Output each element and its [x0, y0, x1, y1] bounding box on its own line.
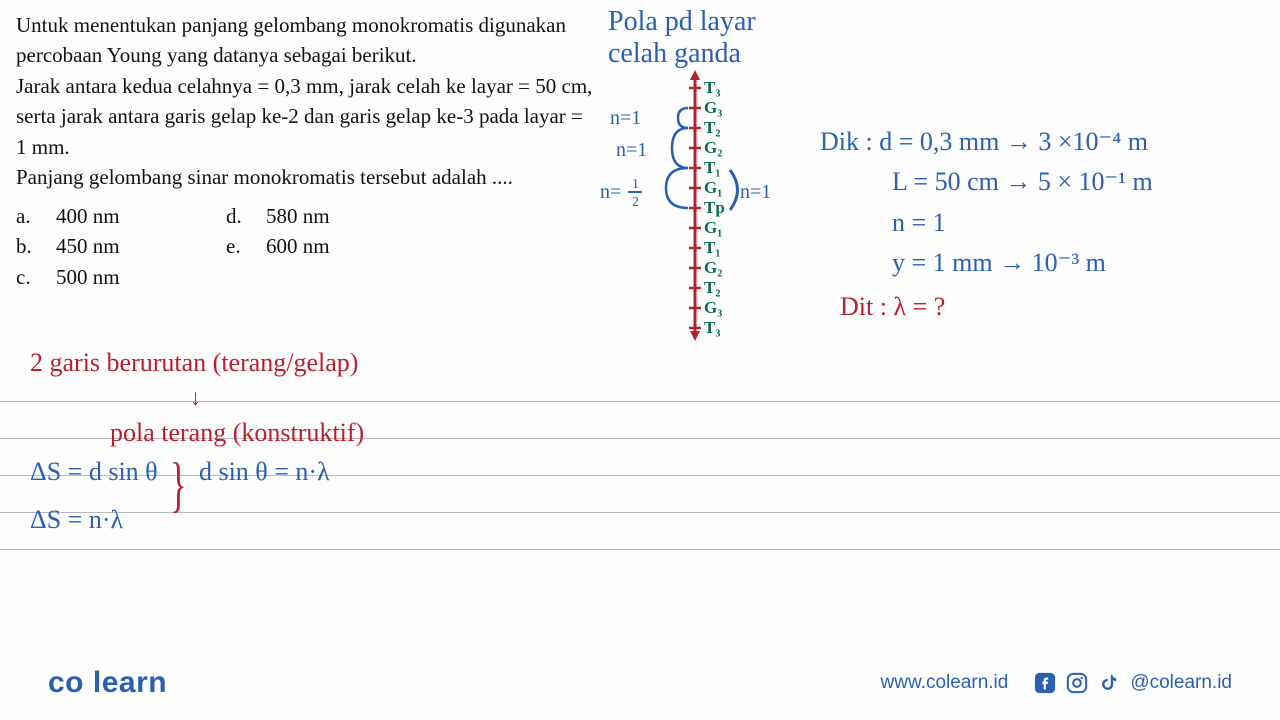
svg-text:T₁: T₁: [704, 238, 720, 257]
problem-para-1: Untuk menentukan panjang gelombang monok…: [16, 10, 596, 71]
dik-line: Dik : d = 0,3 mm → 3 ×10⁻⁴ m: [820, 122, 1153, 162]
brand-logo: co learn: [48, 666, 167, 700]
instagram-icon: [1066, 672, 1088, 694]
dik-label: Dik :: [820, 127, 873, 156]
svg-text:T₂: T₂: [704, 118, 720, 137]
svg-text:G₂: G₂: [704, 138, 722, 157]
svg-text:G₃: G₃: [704, 298, 722, 317]
option-a-value: 400 nm: [56, 201, 120, 231]
svg-text:n=: n=: [600, 181, 621, 203]
brand-part-1: co: [48, 666, 84, 699]
work-line-2: pola terang (konstruktif): [30, 414, 364, 452]
work-block: 2 garis berurutan (terang/gelap) ↓ pola …: [30, 344, 364, 538]
work-arrow: ↓: [30, 382, 364, 414]
footer-url: www.colearn.id: [881, 672, 1009, 694]
dik-y: y = 1 mm → 10⁻³ m: [820, 243, 1153, 283]
pola-line-1: Pola pd layar: [608, 6, 756, 38]
dit-label: Dit :: [840, 292, 887, 321]
svg-text:T₂: T₂: [704, 278, 720, 297]
svg-text:Tp: Tp: [704, 198, 725, 217]
work-line-4: ΔS = n·λ: [30, 501, 364, 539]
problem-para-2: Jarak antara kedua celahnya = 0,3 mm, ja…: [16, 71, 596, 162]
svg-text:1: 1: [632, 177, 639, 192]
footer-right: www.colearn.id @colearn.id: [881, 672, 1232, 694]
brand-part-2: learn: [93, 666, 167, 699]
svg-text:T₃: T₃: [704, 78, 720, 97]
option-b-label: b.: [16, 231, 38, 261]
dik-n: n = 1: [820, 203, 1153, 243]
tiktok-icon: [1098, 672, 1120, 694]
problem-block: Untuk menentukan panjang gelombang monok…: [16, 10, 596, 292]
facebook-icon: [1034, 672, 1056, 694]
work-line-1: 2 garis berurutan (terang/gelap): [30, 344, 364, 382]
svg-text:n=1: n=1: [610, 107, 641, 129]
option-e: e. 600 nm: [226, 231, 406, 261]
brand-separator-icon: [84, 666, 93, 699]
option-d: d. 580 nm: [226, 201, 406, 231]
social-icons: @colearn.id: [1034, 672, 1232, 694]
dit-line: Dit : λ = ?: [820, 287, 1153, 327]
svg-text:T₃: T₃: [704, 318, 720, 337]
option-c: c. 500 nm: [16, 262, 196, 292]
given-block: Dik : d = 0,3 mm → 3 ×10⁻⁴ m L = 50 cm →…: [820, 122, 1153, 327]
svg-text:G₁: G₁: [704, 178, 722, 197]
option-d-label: d.: [226, 201, 248, 231]
work-3a: ΔS = d sin θ: [30, 457, 158, 486]
option-a-label: a.: [16, 201, 38, 231]
pola-line-2: celah ganda: [608, 38, 756, 70]
svg-text:n=1: n=1: [740, 181, 771, 203]
svg-text:2: 2: [632, 195, 639, 210]
pola-title: Pola pd layar celah ganda: [608, 6, 756, 70]
option-e-value: 600 nm: [266, 231, 330, 261]
svg-text:G₃: G₃: [704, 98, 722, 117]
svg-text:n=1: n=1: [616, 139, 647, 161]
footer-handle: @colearn.id: [1130, 672, 1232, 694]
work-line-3: ΔS = d sin θ } d sin θ = n·λ: [30, 451, 364, 500]
dik-d: d = 0,3 mm → 3 ×10⁻⁴ m: [879, 127, 1148, 156]
dik-L: L = 50 cm → 5 × 10⁻¹ m: [820, 162, 1153, 202]
problem-para-3: Panjang gelombang sinar monokromatis ter…: [16, 162, 596, 192]
svg-text:G₂: G₂: [704, 258, 722, 277]
option-b: b. 450 nm: [16, 231, 196, 261]
brace-icon: }: [170, 442, 186, 531]
option-e-label: e.: [226, 231, 248, 261]
option-b-value: 450 nm: [56, 231, 120, 261]
dit-value: λ = ?: [893, 292, 945, 321]
fringe-svg: T₃ G₃ T₂ G₂ T₁ G₁ Tp G₁ T₁ G₂ T₂ G₃ T₃ n…: [600, 68, 785, 343]
work-3b: d sin θ = n·λ: [199, 457, 330, 486]
svg-text:T₁: T₁: [704, 158, 720, 177]
option-a: a. 400 nm: [16, 201, 196, 231]
option-c-value: 500 nm: [56, 262, 120, 292]
fringe-diagram: T₃ G₃ T₂ G₂ T₁ G₁ Tp G₁ T₁ G₂ T₂ G₃ T₃ n…: [600, 68, 785, 343]
option-c-label: c.: [16, 262, 38, 292]
footer: co learn www.colearn.id @colearn.id: [0, 646, 1280, 720]
svg-text:G₁: G₁: [704, 218, 722, 237]
options-grid: a. 400 nm d. 580 nm b. 450 nm e. 600 nm c. 50…: [16, 201, 596, 292]
option-d-value: 580 nm: [266, 201, 330, 231]
